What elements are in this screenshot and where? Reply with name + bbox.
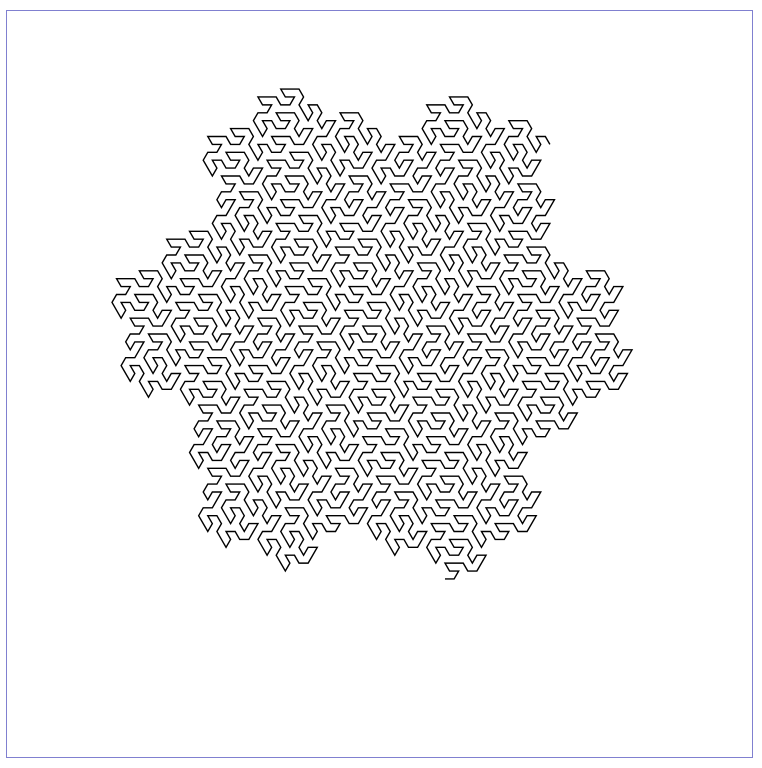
gosper-curve-path [111,88,634,580]
